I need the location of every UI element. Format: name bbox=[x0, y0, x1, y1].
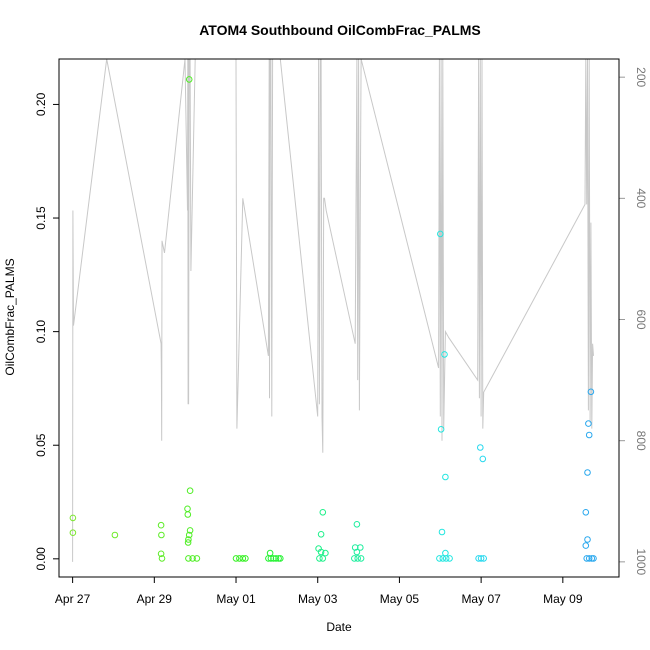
data-point bbox=[585, 420, 592, 427]
data-point bbox=[585, 431, 593, 439]
data-point bbox=[479, 455, 487, 463]
y-tick-label: 0.15 bbox=[34, 206, 48, 230]
data-point bbox=[442, 473, 449, 481]
data-point bbox=[184, 539, 192, 546]
data-point bbox=[186, 527, 194, 534]
data-point bbox=[583, 555, 591, 562]
data-point bbox=[317, 548, 325, 556]
data-point bbox=[265, 555, 272, 562]
data-point bbox=[319, 555, 327, 562]
pressure-trace-line bbox=[72, 58, 594, 562]
data-point bbox=[354, 555, 362, 562]
data-point bbox=[442, 555, 450, 562]
data-point bbox=[584, 469, 591, 476]
data-point bbox=[267, 555, 275, 562]
data-point bbox=[184, 511, 192, 518]
data-point bbox=[437, 230, 444, 238]
data-point bbox=[442, 549, 449, 557]
data-point bbox=[587, 388, 595, 396]
data-point bbox=[184, 505, 191, 513]
right-y-tick-label: 1000 bbox=[634, 549, 648, 576]
y-tick-label: 0.10 bbox=[34, 320, 48, 344]
data-point bbox=[277, 555, 284, 562]
data-point bbox=[477, 444, 484, 451]
data-point bbox=[317, 531, 325, 538]
data-point bbox=[357, 544, 364, 551]
data-point bbox=[353, 521, 361, 528]
data-point bbox=[582, 509, 590, 516]
data-point bbox=[437, 426, 445, 433]
x-tick-label: Apr 27 bbox=[55, 592, 91, 606]
data-point bbox=[157, 521, 165, 529]
right-y-tick-label: 400 bbox=[634, 188, 648, 208]
data-point bbox=[239, 555, 247, 562]
data-point bbox=[272, 555, 280, 562]
y-tick-label: 0.20 bbox=[34, 92, 48, 116]
data-point bbox=[111, 531, 119, 539]
right-y-tick-label: 200 bbox=[634, 67, 648, 87]
data-point bbox=[232, 555, 240, 562]
x-tick-label: May 03 bbox=[298, 592, 338, 606]
data-point bbox=[319, 509, 327, 516]
data-point bbox=[316, 555, 323, 562]
data-point bbox=[438, 528, 446, 536]
data-point bbox=[193, 555, 201, 562]
data-point bbox=[584, 536, 591, 543]
pressure-trace-layer bbox=[72, 58, 594, 562]
data-point bbox=[322, 549, 329, 557]
data-point bbox=[351, 555, 358, 562]
data-point bbox=[69, 529, 77, 537]
axes-layer: 0.00 0.05 0.10 0.15 0.20 Apr 27 Apr 29 May 01 Ma… bbox=[34, 67, 648, 606]
data-point bbox=[351, 544, 359, 551]
x-tick-label: May 09 bbox=[543, 592, 583, 606]
data-point bbox=[270, 555, 277, 562]
data-point bbox=[242, 555, 249, 562]
data-point bbox=[158, 531, 165, 539]
data-point bbox=[185, 76, 193, 83]
data-point bbox=[353, 548, 361, 556]
data-point bbox=[186, 487, 194, 495]
data-point bbox=[480, 555, 488, 562]
x-tick-label: May 07 bbox=[461, 592, 501, 606]
right-y-tick-label: 600 bbox=[634, 309, 648, 329]
data-point bbox=[157, 550, 165, 558]
data-point bbox=[185, 536, 192, 543]
data-point bbox=[441, 351, 448, 358]
data-point bbox=[357, 555, 365, 562]
data-point bbox=[585, 555, 593, 562]
scatter-points-layer bbox=[69, 76, 597, 562]
right-y-tick-label: 800 bbox=[634, 431, 648, 451]
data-point bbox=[590, 555, 597, 562]
data-point bbox=[185, 555, 192, 562]
data-point bbox=[189, 555, 196, 562]
y-axis-label: OilCombFrac_PALMS bbox=[3, 258, 17, 375]
x-tick-label: May 01 bbox=[216, 592, 256, 606]
data-point bbox=[436, 555, 443, 562]
plot-frame bbox=[58, 58, 620, 578]
data-point bbox=[69, 514, 77, 522]
y-tick-label: 0.05 bbox=[34, 433, 48, 457]
data-point bbox=[185, 531, 193, 539]
data-point bbox=[475, 555, 482, 562]
data-point bbox=[477, 555, 485, 562]
data-point bbox=[446, 555, 453, 562]
x-tick-label: Apr 29 bbox=[137, 592, 173, 606]
y-tick-label: 0.00 bbox=[34, 547, 48, 571]
data-point bbox=[266, 549, 274, 557]
data-point bbox=[158, 555, 166, 562]
chart-title: ATOM4 Southbound OilCombFrac_PALMS bbox=[199, 22, 481, 38]
data-point bbox=[439, 555, 447, 562]
x-axis-label: Date bbox=[326, 620, 352, 634]
x-tick-label: May 05 bbox=[380, 592, 420, 606]
data-point bbox=[582, 542, 590, 549]
